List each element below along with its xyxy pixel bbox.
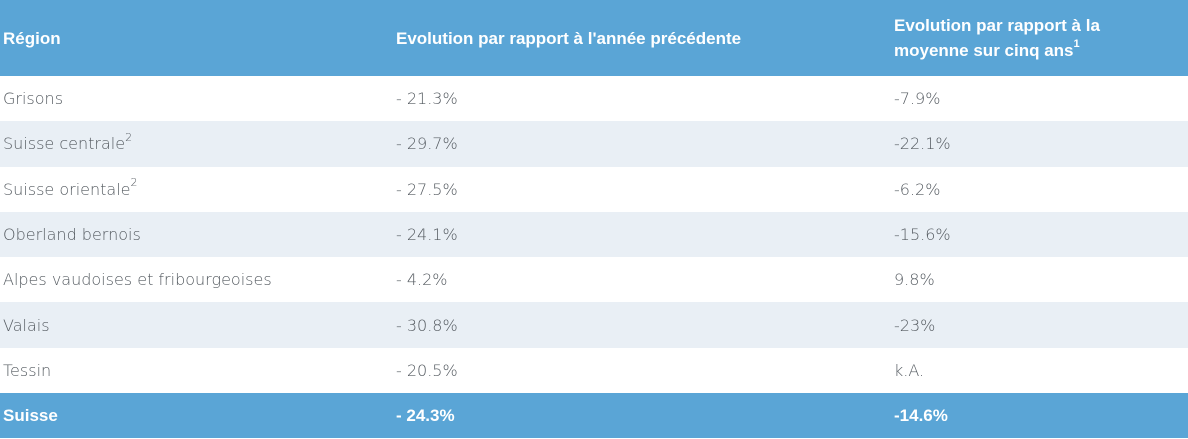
prev-year-cell: - 21.3% xyxy=(396,89,458,109)
five-year-cell: 9.8% xyxy=(894,270,935,290)
table-row: Alpes vaudoises et fribourgeoises - 4.2% 9… xyxy=(0,257,1188,303)
total-five-year: -14.6% xyxy=(894,405,948,425)
total-region: Suisse xyxy=(3,405,58,425)
five-year-cell: -6.2% xyxy=(894,179,941,199)
region-name: Alpes vaudoises et fribourgeoises xyxy=(3,270,272,290)
five-year-cell: -22.1% xyxy=(894,134,951,154)
table-row: Suisse orientale2- 27.5% -6.2% xyxy=(0,166,1188,212)
region-cell: Suisse orientale2 xyxy=(0,167,393,212)
header-row: Région Evolution par rapport à l'année p… xyxy=(0,0,1188,76)
table-footer: Suisse - 24.3% -14.6% xyxy=(0,393,1188,439)
region-name: Tessin xyxy=(3,360,52,380)
total-prev-year: - 24.3% xyxy=(396,405,455,425)
region-name: Suisse orientale xyxy=(3,179,131,199)
table-row: Tessin - 20.5% k.A. xyxy=(0,347,1188,394)
region-cell: Valais xyxy=(0,302,393,347)
prev-year-cell: - 24.1% xyxy=(396,225,458,245)
region-cell: Suisse centrale2 xyxy=(0,121,393,166)
five-year-cell: -15.6% xyxy=(894,225,951,245)
header-five-year: Evolution par rapport à la moyenne sur c… xyxy=(894,16,1100,60)
region-cell: Grisons xyxy=(0,76,393,121)
region-name: Grisons xyxy=(3,89,64,109)
five-year-cell: -23% xyxy=(894,315,936,335)
region-name: Valais xyxy=(3,315,50,335)
table-row: Oberland bernois - 24.1% -15.6% xyxy=(0,211,1188,258)
header-region: Région xyxy=(3,28,61,48)
prev-year-cell: - 27.5% xyxy=(396,179,458,199)
region-cell: Alpes vaudoises et fribourgeoises xyxy=(0,257,393,302)
header-prev-year: Evolution par rapport à l'année précéden… xyxy=(396,28,742,48)
region-cell: Oberland bernois xyxy=(0,212,393,257)
footnote-marker: 2 xyxy=(130,176,138,190)
table-body: Grisons - 21.3% -7.9% Suisse centrale2- 29.… xyxy=(0,76,1188,394)
table-header: Région Evolution par rapport à l'année p… xyxy=(0,0,1188,76)
prev-year-cell: - 4.2% xyxy=(396,270,448,290)
region-name: Suisse centrale xyxy=(3,134,126,154)
table-row: Suisse centrale2- 29.7% -22.1% xyxy=(0,121,1188,167)
five-year-cell: k.A. xyxy=(894,360,925,380)
table-row: Grisons - 21.3% -7.9% xyxy=(0,76,1188,122)
prev-year-cell: - 29.7% xyxy=(396,134,458,154)
region-name: Oberland bernois xyxy=(3,225,141,245)
total-row: Suisse - 24.3% -14.6% xyxy=(0,393,1188,439)
prev-year-cell: - 30.8% xyxy=(396,315,458,335)
footnote-marker: 2 xyxy=(125,131,133,145)
region-cell: Tessin xyxy=(0,348,393,393)
table-row: Valais - 30.8% -23% xyxy=(0,302,1188,348)
five-year-cell: -7.9% xyxy=(894,89,941,109)
footnote-marker: 1 xyxy=(1073,38,1080,51)
prev-year-cell: - 20.5% xyxy=(396,360,458,380)
